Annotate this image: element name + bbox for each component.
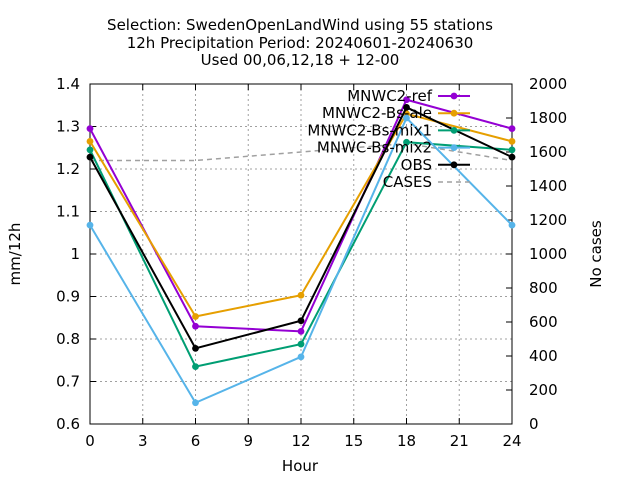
legend-label: MNWC-Bs-mix2 <box>317 139 432 157</box>
x-tick-label: 15 <box>344 432 363 450</box>
series-mnwc-bs-mix2 <box>86 114 516 407</box>
y2-tick-label: 1000 <box>529 245 567 263</box>
title-line-3: Used 00,06,12,18 + 12-00 <box>201 51 400 69</box>
series-mnwc2-ref <box>86 96 516 335</box>
y-tick-label: 1.2 <box>56 160 80 178</box>
series-mnwc2-bs-mix1 <box>86 138 516 371</box>
y2-tick-label: 1800 <box>529 109 567 127</box>
data-point <box>508 221 516 229</box>
legend-label: MNWC2-ref <box>347 87 432 105</box>
legend: MNWC2-refMNWC2-Bs-aleMNWC2-Bs-mix1MNWC-B… <box>307 87 470 191</box>
data-point <box>403 114 410 122</box>
data-point <box>86 125 94 133</box>
title-line-2: 12h Precipitation Period: 20240601-20240… <box>127 34 474 52</box>
legend-entry: MNWC2-Bs-ale <box>322 104 470 122</box>
y-tick-label: 1.1 <box>56 203 80 221</box>
y2-tick-label: 600 <box>529 313 558 331</box>
data-point <box>297 291 305 299</box>
y2-axis-label: No cases <box>587 220 605 288</box>
legend-marker <box>450 144 458 152</box>
legend-entry: MNWC2-ref <box>347 87 470 105</box>
title-line-1: Selection: SwedenOpenLandWind using 55 s… <box>107 16 493 34</box>
y-tick-label: 0.9 <box>56 288 80 306</box>
legend-entry: MNWC-Bs-mix2 <box>317 139 470 157</box>
x-tick-label: 24 <box>502 432 521 450</box>
data-point <box>508 153 516 161</box>
y2-tick-label: 1200 <box>529 211 567 229</box>
data-point <box>403 103 410 111</box>
y2-tick-label: 0 <box>529 415 539 433</box>
y2-tick-label: 200 <box>529 381 558 399</box>
y2-tick-label: 800 <box>529 279 558 297</box>
data-point <box>192 313 199 320</box>
y-tick-label: 0.6 <box>56 415 80 433</box>
y2-tick-label: 1600 <box>529 143 567 161</box>
data-point <box>86 137 94 145</box>
chart-title: Selection: SwedenOpenLandWind using 55 s… <box>107 16 493 69</box>
series-obs <box>86 103 516 352</box>
legend-entry: CASES <box>383 173 470 191</box>
y2-tick-label: 400 <box>529 347 558 365</box>
data-point <box>192 322 199 330</box>
legend-label: MNWC2-Bs-mix1 <box>307 121 432 139</box>
legend-entry: OBS <box>401 156 470 174</box>
series <box>86 96 516 407</box>
axes: 0 3 6 9 12 15 18 21 24 0.6 0.7 0.8 0.9 1 1.1 1.2 1.3 1.4 0… <box>56 75 567 450</box>
legend-marker <box>450 161 458 169</box>
y-tick-label: 1 <box>70 245 80 263</box>
y2-tick-label: 1400 <box>529 177 567 195</box>
legend-entry: MNWC2-Bs-mix1 <box>307 121 470 139</box>
x-tick-label: 6 <box>191 432 201 450</box>
data-point <box>86 221 94 229</box>
x-tick-label: 0 <box>85 432 95 450</box>
y-tick-label: 0.8 <box>56 330 80 348</box>
legend-marker <box>450 126 458 134</box>
legend-label: MNWC2-Bs-ale <box>322 104 432 122</box>
series-cases <box>90 142 513 162</box>
data-point <box>86 153 94 161</box>
data-point <box>297 340 305 348</box>
data-point <box>297 353 305 361</box>
data-point <box>297 327 305 335</box>
x-tick-label: 18 <box>397 432 416 450</box>
x-tick-label: 9 <box>243 432 253 450</box>
grid <box>90 84 512 424</box>
data-point <box>86 146 94 154</box>
y2-tick-label: 2000 <box>529 75 567 93</box>
y-tick-label: 1.3 <box>56 118 80 136</box>
data-point <box>403 138 410 146</box>
data-point <box>297 317 305 325</box>
data-point <box>192 363 199 371</box>
y-tick-label: 0.7 <box>56 373 80 391</box>
legend-label: OBS <box>401 156 432 174</box>
x-tick-label: 21 <box>450 432 469 450</box>
series-line <box>90 142 513 162</box>
x-tick-label: 12 <box>291 432 310 450</box>
y-axis-label: mm/12h <box>6 223 24 286</box>
x-axis-label: Hour <box>282 457 319 475</box>
data-point <box>508 125 516 133</box>
data-point <box>508 137 516 145</box>
legend-label: CASES <box>383 173 432 191</box>
data-point <box>192 399 199 407</box>
data-point <box>508 146 516 154</box>
y-tick-label: 1.4 <box>56 75 80 93</box>
x-tick-label: 3 <box>138 432 148 450</box>
series-line <box>89 106 513 350</box>
data-point <box>192 344 199 352</box>
legend-marker <box>450 109 458 117</box>
legend-marker <box>450 92 458 100</box>
data-point <box>403 96 410 104</box>
